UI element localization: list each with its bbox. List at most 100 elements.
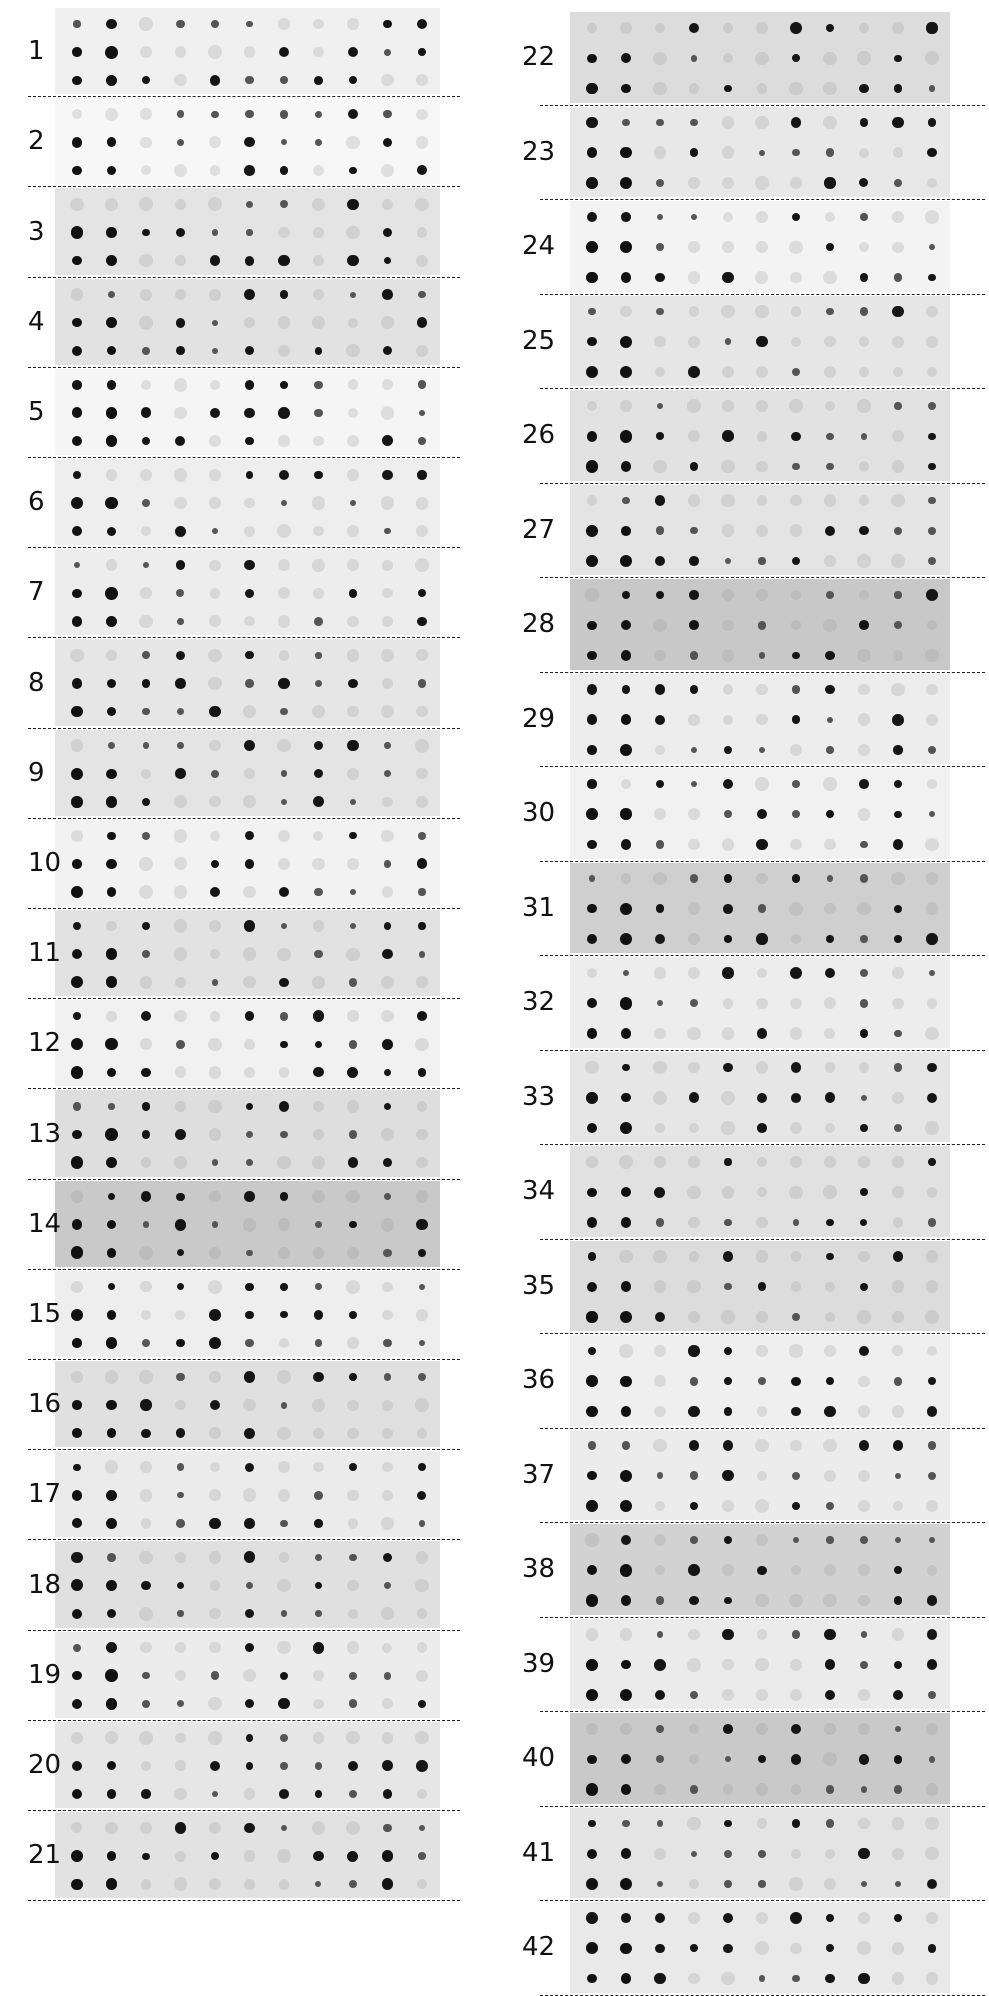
blot-dot xyxy=(278,1101,290,1112)
blot-dot xyxy=(654,22,666,34)
blot-dot xyxy=(926,1659,938,1671)
blot-dot xyxy=(656,1820,664,1827)
blot-dot xyxy=(688,1156,700,1168)
blot-dot xyxy=(653,618,667,632)
separator-dashed-line xyxy=(540,1805,985,1807)
blot-dot xyxy=(858,1594,870,1607)
blot-dot xyxy=(279,200,289,209)
blot-dot xyxy=(280,76,288,85)
blot-dot xyxy=(790,271,802,284)
blot-dot xyxy=(346,1190,360,1204)
blot-dot xyxy=(587,1471,597,1481)
blot-dot xyxy=(755,115,769,130)
blot-dot xyxy=(418,437,426,445)
blot-dot xyxy=(586,1122,598,1134)
blot-dot xyxy=(690,746,697,753)
blot-dot xyxy=(586,177,598,189)
blot-dot xyxy=(825,148,835,158)
blot-dot xyxy=(687,932,701,946)
strip-number-label: 7 xyxy=(28,577,45,608)
blot-dot xyxy=(791,367,801,377)
blot-strip-26 xyxy=(570,390,950,481)
blot-dot xyxy=(278,677,290,690)
blot-dot xyxy=(789,1027,803,1040)
blot-dot xyxy=(655,1755,665,1764)
blot-dot xyxy=(588,875,596,882)
blot-dot xyxy=(925,713,939,726)
blot-dot xyxy=(586,1565,598,1576)
blot-dot xyxy=(824,1628,836,1641)
blot-dot xyxy=(755,176,769,190)
blot-dot xyxy=(893,1063,903,1072)
blot-dot xyxy=(71,136,83,148)
blot-dot xyxy=(858,589,870,601)
blot-dot xyxy=(416,976,428,988)
blot-dot xyxy=(243,1788,256,1800)
blot-dot xyxy=(243,46,256,58)
blot-dot xyxy=(620,272,631,283)
blot-dot xyxy=(689,1376,699,1386)
blot-dot xyxy=(789,901,803,916)
blot-dot xyxy=(176,1283,185,1291)
strip-number-label: 24 xyxy=(522,231,556,262)
blot-dot xyxy=(722,619,734,631)
blot-dot xyxy=(926,933,938,945)
blot-dot xyxy=(314,110,323,118)
blot-dot xyxy=(208,434,222,448)
blot-dot xyxy=(622,1819,630,1828)
blot-dot xyxy=(106,1428,117,1439)
blot-dot xyxy=(824,1311,836,1323)
blot-dot xyxy=(72,1428,82,1438)
blot-dot xyxy=(244,380,255,390)
blot-dot xyxy=(209,1010,221,1022)
blot-dot xyxy=(858,1689,870,1701)
blot-dot xyxy=(858,22,870,34)
blot-dot xyxy=(654,1375,666,1388)
blot-dot xyxy=(173,919,188,933)
blot-dot xyxy=(894,1566,902,1575)
blot-dot xyxy=(280,1040,288,1048)
blot-dot xyxy=(690,213,698,221)
strip-number-label: 36 xyxy=(522,1365,556,1396)
blot-dot xyxy=(826,1914,834,1922)
blot-dot xyxy=(244,1699,255,1709)
blot-dot xyxy=(791,556,801,566)
blot-dot xyxy=(860,1188,868,1197)
blot-dot xyxy=(173,885,188,899)
blot-dot xyxy=(688,1345,700,1357)
blot-dot xyxy=(243,1398,256,1412)
blot-dot xyxy=(859,178,869,188)
blot-dot xyxy=(619,1121,633,1135)
blot-dot xyxy=(620,241,632,254)
blot-dot xyxy=(313,18,324,30)
blot-dot xyxy=(105,559,118,572)
blot-dot xyxy=(653,1280,667,1293)
blot-dot xyxy=(139,1038,153,1051)
blot-dot xyxy=(278,1878,290,1890)
blot-dot xyxy=(177,618,184,625)
blot-dot xyxy=(893,779,903,789)
blot-dot xyxy=(245,110,254,119)
blot-dot xyxy=(141,436,151,446)
blot-dot xyxy=(755,1722,769,1736)
blot-dot xyxy=(71,706,83,718)
blot-dot xyxy=(858,1250,870,1263)
blot-dot xyxy=(382,227,393,238)
blot-dot xyxy=(175,560,186,571)
blot-dot xyxy=(894,591,902,599)
blot-dot xyxy=(417,679,427,688)
blot-dot xyxy=(892,997,904,1009)
separator-dashed-line xyxy=(540,766,985,767)
blot-dot xyxy=(724,1596,732,1605)
blot-dot xyxy=(620,1187,632,1198)
blot-dot xyxy=(891,493,905,508)
blot-dot xyxy=(142,347,150,355)
blot-dot xyxy=(346,344,360,358)
blot-dot xyxy=(687,966,701,980)
blot-dot xyxy=(243,1669,256,1683)
blot-dot xyxy=(858,1440,870,1451)
blot-dot xyxy=(175,255,186,266)
blot-dot xyxy=(893,621,903,630)
blot-dot xyxy=(383,256,392,265)
blot-dot xyxy=(688,1061,700,1074)
